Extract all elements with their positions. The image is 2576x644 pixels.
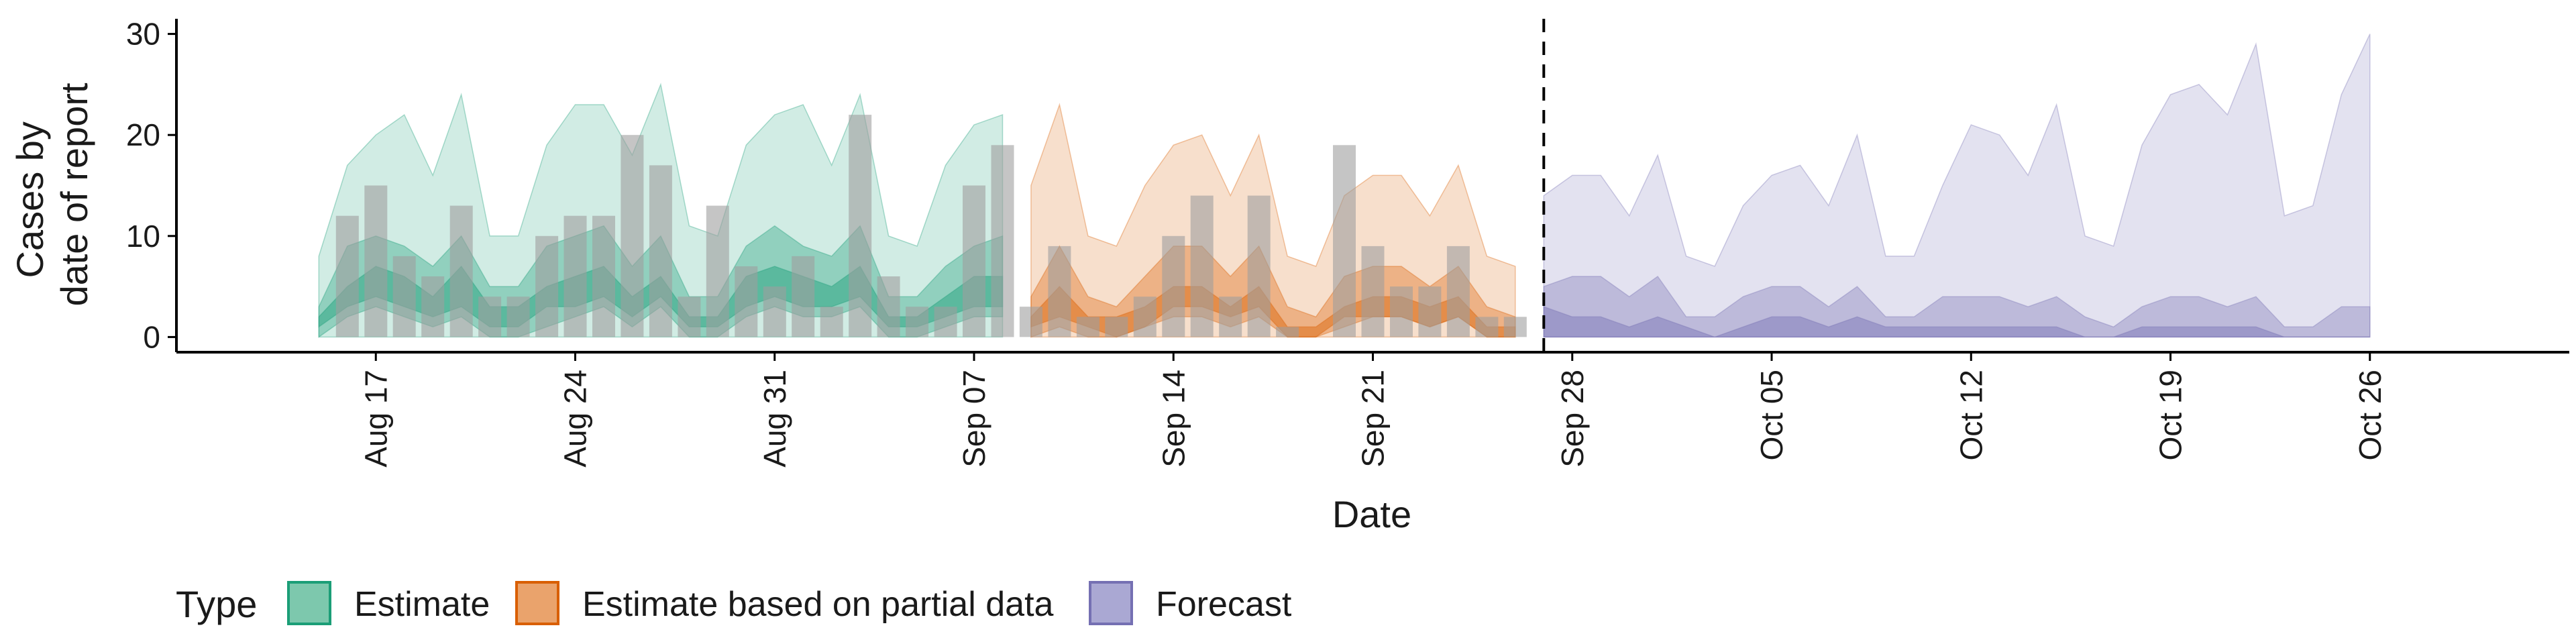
x-tick-label: Sep 21	[1356, 370, 1391, 468]
y-axis-title-line-2: date of report	[53, 83, 95, 307]
reported-cases-bar	[649, 165, 672, 337]
reported-cases-bar	[335, 215, 359, 337]
reported-cases-bar	[1446, 246, 1470, 337]
x-tick-label: Sep 28	[1555, 370, 1590, 468]
x-tick-label: Aug 24	[558, 370, 593, 468]
legend: Type Estimate Estimate based on partial d…	[176, 581, 1292, 625]
x-tick-label: Oct 12	[1953, 370, 1988, 461]
y-axis-title: Cases by date of report	[9, 83, 95, 307]
reported-cases-bar	[991, 145, 1014, 337]
forecast-band-20	[1543, 306, 2370, 338]
legend-swatch-estimate	[287, 581, 331, 625]
x-tick-label: Aug 31	[757, 370, 792, 468]
reported-cases-bar	[1076, 317, 1099, 337]
reported-cases-bar	[1133, 297, 1157, 337]
reported-cases-bar	[506, 297, 530, 337]
reported-cases-bar	[1276, 327, 1299, 337]
reported-cases-bar	[1019, 307, 1042, 337]
legend-label-forecast: Forecast	[1156, 585, 1292, 624]
x-axis-title: Date	[1332, 493, 1411, 535]
x-tick-label: Sep 07	[957, 370, 991, 468]
x-tick-label: Aug 17	[358, 370, 393, 468]
x-tick-label: Oct 05	[1754, 370, 1789, 461]
reported-cases-bar	[963, 185, 985, 337]
x-axis-ticks: Aug 17 Aug 24 Aug 31 Sep 07 Sep 14 Sep 21 Sep …	[358, 352, 2387, 468]
reported-cases-bar	[421, 276, 445, 337]
reported-cases-bar	[934, 307, 957, 337]
reported-cases-bar	[592, 215, 615, 337]
reported-cases-bar	[1247, 195, 1271, 337]
reported-cases-bar	[1418, 286, 1442, 337]
reported-cases-bar	[1162, 235, 1185, 337]
reported-cases-bar	[706, 205, 729, 337]
forecast-band-90	[1543, 34, 2371, 338]
reported-cases-bar	[1361, 246, 1385, 337]
reported-cases-bar	[364, 185, 388, 337]
y-axis-title-line-1: Cases by	[9, 121, 51, 278]
reported-cases-bar	[478, 297, 502, 337]
reported-cases-bar	[792, 256, 815, 337]
reported-cases-bar	[1219, 297, 1242, 337]
y-tick-label: 0	[143, 319, 160, 354]
legend-label-estimate-based-on-partial-data: Estimate based on partial data	[582, 585, 1054, 624]
x-tick-label: Oct 19	[2153, 370, 2188, 461]
reported-cases-bar	[621, 135, 644, 337]
reported-cases-bar	[906, 307, 929, 337]
y-axis-ticks: 0 10 20 30	[126, 17, 176, 354]
legend-swatch-forecast	[1089, 581, 1133, 625]
reported-cases-bar	[1048, 246, 1071, 337]
y-tick-label: 20	[126, 117, 160, 152]
reported-cases-bar	[820, 307, 843, 337]
legend-title: Type	[176, 583, 257, 625]
reported-cases-bar	[1475, 317, 1499, 337]
y-tick-label: 30	[126, 17, 160, 52]
reported-cases-bar	[564, 215, 587, 337]
reported-cases-bar	[1190, 195, 1214, 337]
x-tick-label: Sep 14	[1156, 370, 1191, 468]
reported-case-bars	[335, 115, 1527, 337]
reported-cases-bar	[763, 286, 786, 337]
reported-cases-bar	[678, 297, 701, 337]
y-tick-label: 10	[126, 219, 160, 254]
reported-cases-bar	[535, 235, 559, 337]
reported-cases-bar	[849, 115, 872, 337]
reported-cases-bar	[877, 276, 900, 337]
reported-cases-bar	[449, 205, 473, 337]
reported-cases-bar	[735, 266, 758, 337]
legend-swatch-estimate-based-on-partial-data	[515, 581, 559, 625]
reported-cases-bar	[1503, 317, 1527, 337]
forecast-band-50	[1543, 275, 2371, 338]
reported-cases-bar	[392, 256, 416, 337]
reported-cases-bar	[1333, 145, 1356, 337]
x-tick-label: Oct 26	[2353, 370, 2387, 461]
reported-cases-bar	[1390, 286, 1413, 337]
legend-label-estimate: Estimate	[354, 585, 490, 624]
reported-cases-bar	[1105, 317, 1128, 337]
